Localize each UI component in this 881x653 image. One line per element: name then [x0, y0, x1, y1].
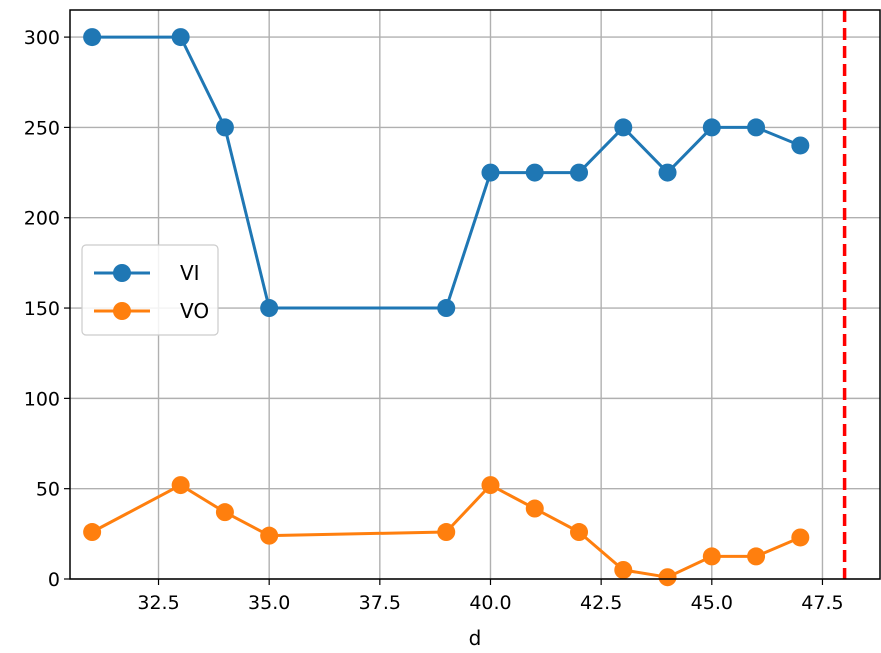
data-point-vo: [171, 476, 190, 495]
data-point-vo: [570, 523, 589, 542]
data-point-vi: [260, 299, 279, 318]
y-tick-label: 250: [24, 117, 60, 139]
data-point-vi: [215, 118, 234, 137]
data-point-vi: [658, 163, 677, 182]
y-tick-label: 0: [48, 569, 60, 591]
data-point-vo: [215, 503, 234, 522]
y-tick-label: 100: [24, 388, 60, 410]
x-tick-label: 45.0: [691, 592, 733, 614]
x-tick-label: 47.5: [801, 592, 843, 614]
series-vi: [83, 28, 810, 318]
data-point-vi: [481, 163, 500, 182]
data-point-vo: [747, 547, 766, 566]
data-point-vo: [260, 526, 279, 545]
plot-frame: [69, 9, 881, 580]
data-point-vi: [171, 28, 190, 47]
data-point-vo: [658, 568, 677, 587]
series-vo: [83, 476, 810, 587]
data-point-vi: [702, 118, 721, 137]
y-tick-label: 200: [24, 208, 60, 230]
y-tick-label: 150: [24, 298, 60, 320]
x-tick-label: 35.0: [248, 592, 290, 614]
data-point-vi: [525, 163, 544, 182]
legend: VI VO: [81, 244, 219, 336]
legend-marker-vo: [113, 302, 131, 320]
legend-label-vi: VI: [180, 261, 200, 285]
data-point-vi: [747, 118, 766, 137]
data-point-vo: [437, 523, 456, 542]
data-point-vo: [83, 523, 102, 542]
data-point-vi: [83, 28, 102, 47]
legend-marker-vi: [113, 264, 131, 282]
series-group: [83, 28, 810, 587]
x-tick-label: 40.0: [469, 592, 511, 614]
ticks: 32.5 35.0 37.5 40.0 42.5 45.0 47.5 0 50 100 150 200…: [24, 27, 844, 614]
data-point-vo: [702, 547, 721, 566]
data-point-vo: [481, 476, 500, 495]
data-point-vo: [525, 499, 544, 518]
x-tick-label: 42.5: [580, 592, 622, 614]
data-point-vi: [437, 299, 456, 318]
data-point-vi: [791, 136, 810, 155]
legend-label-vo: VO: [180, 299, 209, 323]
data-point-vi: [614, 118, 633, 137]
y-tick-label: 300: [24, 27, 60, 49]
data-point-vo: [791, 528, 810, 547]
x-tick-label: 32.5: [137, 592, 179, 614]
y-tick-label: 50: [36, 479, 60, 501]
data-point-vo: [614, 560, 633, 579]
x-axis-label: d: [469, 626, 482, 650]
x-tick-label: 37.5: [359, 592, 401, 614]
data-point-vi: [570, 163, 589, 182]
